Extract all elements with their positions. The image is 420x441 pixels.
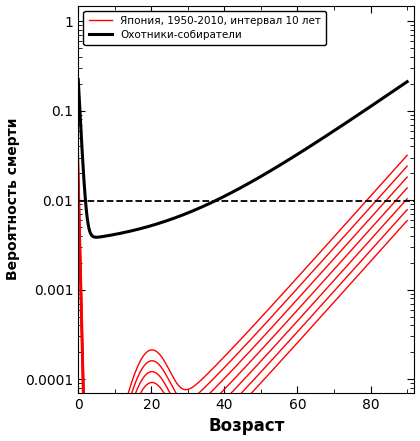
Line: Япония, 1950-2010, интервал 10 лет: Япония, 1950-2010, интервал 10 лет xyxy=(78,146,407,441)
Япония, 1950-2010, интервал 10 лет xyxy=(335,231,340,236)
Япония, 1950-2010, интервал 10 лет xyxy=(395,163,400,168)
Legend: Япония, 1950-2010, интервал 10 лет, Охотники-собиратели: Япония, 1950-2010, интервал 10 лет, Охот… xyxy=(84,11,326,45)
Охотники-собиратели xyxy=(227,191,232,196)
Япония, 1950-2010, интервал 10 лет xyxy=(236,339,241,344)
Охотники-собиратели xyxy=(94,235,99,240)
X-axis label: Возраст: Возраст xyxy=(208,418,284,435)
Охотники-собиратели xyxy=(404,79,410,84)
Охотники-собиратели xyxy=(92,235,97,240)
Япония, 1950-2010, интервал 10 лет xyxy=(227,348,232,354)
Япония, 1950-2010, интервал 10 лет xyxy=(76,144,81,149)
Y-axis label: Вероятность смерти: Вероятность смерти xyxy=(5,118,20,280)
Япония, 1950-2010, интервал 10 лет xyxy=(404,153,410,158)
Охотники-собиратели xyxy=(395,86,400,91)
Япония, 1950-2010, интервал 10 лет xyxy=(395,163,400,168)
Охотники-собиратели xyxy=(335,126,340,131)
Охотники-собиратели xyxy=(76,77,81,82)
Охотники-собиратели xyxy=(236,187,241,192)
Охотники-собиратели xyxy=(395,86,400,91)
Line: Охотники-собиратели: Охотники-собиратели xyxy=(78,79,407,237)
